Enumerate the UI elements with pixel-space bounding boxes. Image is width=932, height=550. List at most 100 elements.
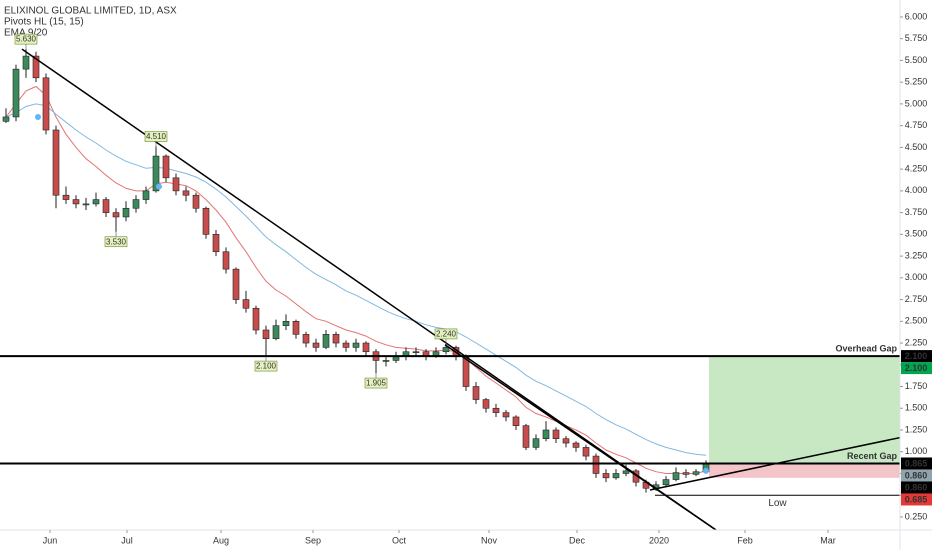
y-tick-label: 1.750 [905, 381, 928, 391]
price-label: 2.100 [905, 351, 928, 361]
price-label-box [901, 362, 932, 375]
candle-body [342, 342, 350, 348]
y-tick-label: 2.250 [905, 337, 928, 347]
candle-body [252, 307, 260, 331]
cross-marker [35, 113, 41, 120]
candle-body [472, 386, 480, 400]
pivot-label: 3.530 [106, 237, 127, 246]
pivot-box [144, 131, 168, 142]
ema-line [5, 103, 707, 456]
candle-body [592, 455, 600, 474]
y-tick-label: 4.250 [905, 164, 928, 174]
candle-body [582, 447, 590, 457]
y-tick-label: 1.000 [905, 446, 928, 456]
candle-body [72, 199, 80, 205]
candle-body [12, 68, 20, 118]
price-label: 0.860 [905, 482, 928, 492]
candle-body [222, 251, 230, 270]
x-tick-label: Oct [392, 535, 407, 545]
y-tick-label: 5.750 [905, 33, 928, 43]
y-tick-label: 2.750 [905, 294, 928, 304]
candle-body [312, 342, 320, 348]
candle-body [202, 207, 210, 235]
pivot-box [14, 33, 38, 45]
line-label: Recent Gap [847, 451, 898, 461]
candle-body [42, 77, 50, 131]
pivot-label: 4.510 [146, 132, 167, 141]
candle-body [212, 234, 220, 253]
candle-body [492, 407, 500, 413]
y-tick-label: 5.500 [905, 55, 928, 65]
y-tick-label: 4.750 [905, 120, 928, 130]
x-tick-label: Aug [213, 535, 229, 545]
candle-body [292, 321, 300, 335]
candle-body [142, 190, 150, 200]
indicator-label: Pivots HL (15, 15) [4, 17, 84, 28]
candle-body [602, 473, 610, 479]
candle-body [32, 55, 40, 79]
candle-body [282, 321, 290, 326]
x-tick-label: Nov [481, 535, 498, 545]
candle-body [442, 347, 450, 353]
trend-line [649, 436, 900, 491]
pivot-box [434, 328, 458, 340]
y-tick-label: 1.250 [905, 424, 928, 434]
candle-body [112, 212, 120, 218]
candle-body [2, 116, 10, 122]
candle-body [172, 177, 180, 192]
candle-body [152, 155, 160, 192]
y-tick-label: 4.000 [905, 185, 928, 195]
candle-body [672, 472, 680, 480]
x-tick-label: Dec [569, 535, 586, 545]
y-tick-label: 2.500 [905, 316, 928, 326]
candle-body [482, 399, 490, 409]
candle-body [522, 425, 530, 448]
candle-body [332, 334, 340, 344]
pivot-label: 5.630 [16, 35, 37, 44]
candle-body [192, 194, 200, 209]
candle-body [232, 268, 240, 300]
pivot-box [254, 360, 278, 372]
price-label: 0.685 [905, 494, 928, 504]
candle-body [62, 194, 70, 200]
cross-marker [703, 467, 709, 474]
chart-title: ELIXINOL GLOBAL LIMITED, 1D, ASX [4, 6, 177, 17]
y-tick-label: 5.000 [905, 98, 928, 108]
y-tick-label: 4.500 [905, 142, 928, 152]
x-tick-label: 2020 [649, 535, 669, 545]
candle-body [22, 55, 30, 70]
x-tick-label: Mar [820, 535, 836, 545]
price-label-box [901, 350, 932, 363]
price-label-box [901, 469, 932, 482]
price-label-box [901, 457, 932, 470]
trend-line [444, 344, 717, 530]
candle-body [52, 129, 60, 196]
pivot-box [104, 236, 128, 248]
candle-body [562, 438, 570, 444]
y-tick-label: 6.000 [905, 11, 928, 21]
x-tick-label: Feb [737, 535, 753, 545]
price-label-box [901, 493, 932, 506]
indicator-label: EMA 9/20 [4, 28, 48, 39]
candle-body [182, 190, 190, 196]
price-label: 2.100 [905, 363, 928, 373]
candle-body [572, 442, 580, 448]
y-tick-label: 3.250 [905, 250, 928, 260]
y-tick-label: 3.000 [905, 272, 928, 282]
x-tick-label: Jul [121, 535, 133, 545]
candle-body [102, 199, 110, 213]
pivot-box [364, 377, 388, 389]
candle-body [82, 203, 90, 206]
pivot-label: 1.905 [366, 379, 387, 388]
candle-body [262, 329, 270, 339]
candle-body [552, 429, 560, 439]
candle-body [542, 429, 550, 439]
y-tick-label: 3.750 [905, 207, 928, 217]
y-tick-label: 0.250 [905, 511, 928, 521]
pivot-label: 2.240 [436, 330, 457, 339]
candle-body [502, 412, 510, 418]
candle-body [662, 479, 670, 486]
candle-body [512, 416, 520, 426]
candle-body [302, 334, 310, 344]
